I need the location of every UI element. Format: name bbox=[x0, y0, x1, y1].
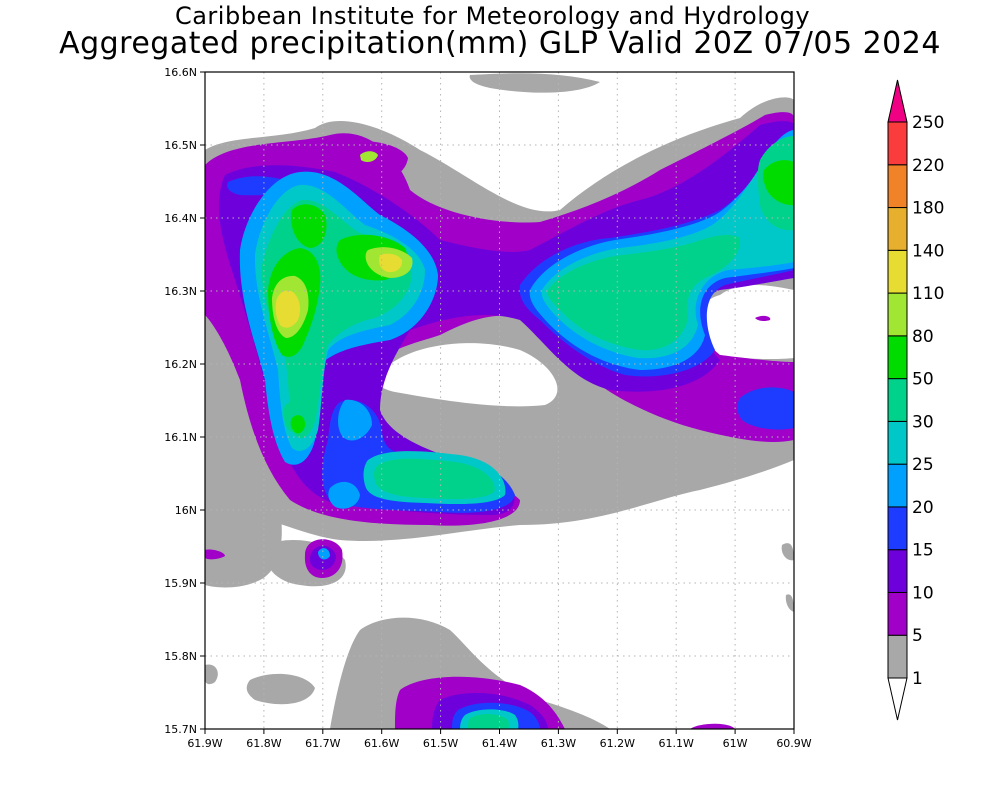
lat-label: 16.4N bbox=[164, 212, 197, 225]
lon-label: 61.2W bbox=[600, 737, 635, 750]
lat-label: 16.1N bbox=[164, 431, 197, 444]
lat-label: 16.2N bbox=[164, 358, 197, 371]
lon-label: 61.7W bbox=[305, 737, 340, 750]
colorbar-swatch bbox=[887, 420, 908, 465]
product-title: Aggregated precipitation(mm) GLP Valid 2… bbox=[59, 26, 941, 61]
colorbar-label: 10 bbox=[912, 583, 934, 603]
colorbar-swatch bbox=[887, 463, 908, 508]
colorbar-label: 80 bbox=[912, 327, 934, 347]
colorbar-label: 180 bbox=[912, 199, 944, 219]
map-gridlines bbox=[205, 72, 794, 729]
colorbar-min-triangle bbox=[887, 677, 908, 721]
colorbar-swatch bbox=[887, 378, 908, 422]
lat-label: 16.3N bbox=[164, 285, 197, 298]
colorbar-swatch bbox=[887, 549, 908, 593]
colorbar-swatch bbox=[887, 506, 908, 551]
colorbar-swatch bbox=[887, 335, 908, 380]
lon-label: 61.8W bbox=[246, 737, 281, 750]
institute-title: Caribbean Institute for Meteorology and … bbox=[174, 2, 811, 30]
lat-label: 15.9N bbox=[164, 577, 197, 590]
lon-label: 61W bbox=[723, 737, 748, 750]
lon-label: 60.9W bbox=[776, 737, 811, 750]
colorbar-swatch bbox=[887, 121, 908, 166]
colorbar-label: 140 bbox=[912, 241, 944, 261]
lat-label: 16.5N bbox=[164, 139, 197, 152]
lon-label: 61.4W bbox=[482, 737, 517, 750]
lon-label: 61.3W bbox=[541, 737, 576, 750]
colorbar-label: 15 bbox=[912, 541, 934, 561]
lon-label: 61.5W bbox=[423, 737, 458, 750]
lon-label: 61.1W bbox=[659, 737, 694, 750]
colorbar-swatch bbox=[887, 249, 908, 294]
lon-label: 61.6W bbox=[364, 737, 399, 750]
colorbar-swatch bbox=[887, 207, 908, 251]
lat-label: 15.7N bbox=[164, 723, 197, 736]
lon-label: 61.9W bbox=[187, 737, 222, 750]
lat-label: 15.8N bbox=[164, 650, 197, 663]
colorbar-swatch bbox=[887, 591, 908, 636]
precipitation-field bbox=[205, 73, 794, 729]
colorbar-swatch bbox=[887, 292, 908, 337]
colorbar-label: 110 bbox=[912, 284, 944, 304]
precip-band-110-140 bbox=[275, 253, 403, 328]
colorbar-label: 25 bbox=[912, 455, 934, 475]
lat-label: 16.6N bbox=[164, 66, 197, 79]
lat-label: 16N bbox=[175, 504, 197, 517]
map-axes: 61.9W 61.8W 61.7W 61.6W 61.5W 61.4W 61.3W 61.2W… bbox=[164, 66, 812, 750]
colorbar-swatch bbox=[887, 634, 908, 679]
colorbar-label: 50 bbox=[912, 370, 934, 390]
colorbar-swatch bbox=[887, 164, 908, 209]
colorbar-label: 220 bbox=[912, 156, 944, 176]
colorbar-label: 20 bbox=[912, 498, 934, 518]
colorbar-label: 5 bbox=[912, 626, 923, 646]
colorbar-label: 1 bbox=[912, 669, 923, 689]
colorbar-label: 250 bbox=[912, 113, 944, 133]
colorbar-max-triangle bbox=[887, 79, 908, 123]
colorbar-label: 30 bbox=[912, 412, 934, 432]
